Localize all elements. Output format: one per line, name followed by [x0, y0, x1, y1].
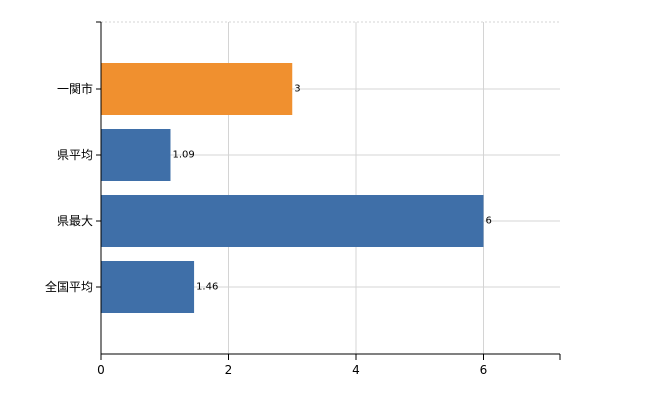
axis-layer — [96, 21, 561, 360]
data-label: 3 — [294, 84, 300, 95]
bar-1 — [101, 63, 293, 115]
bar-4 — [101, 261, 195, 313]
data-label: 1.09 — [172, 150, 194, 161]
category-label: 県平均 — [57, 148, 93, 162]
bar-2 — [101, 129, 171, 181]
data-label: 1.46 — [196, 282, 218, 293]
x-tick-label: 0 — [97, 363, 105, 377]
x-tick-label: 4 — [352, 363, 360, 377]
category-label: 一関市 — [57, 81, 93, 96]
bar-layer — [101, 63, 484, 313]
data-label: 6 — [486, 216, 492, 227]
bar-3 — [101, 195, 484, 247]
label-layer: 3 一関市 1.09 県平均 6 県最大 1.46 全国平均 0 2 4 6 — [45, 81, 492, 377]
category-label: 全国平均 — [45, 279, 93, 294]
x-tick-label: 2 — [225, 363, 233, 377]
category-label: 県最大 — [57, 214, 93, 228]
x-tick-label: 6 — [480, 363, 488, 377]
